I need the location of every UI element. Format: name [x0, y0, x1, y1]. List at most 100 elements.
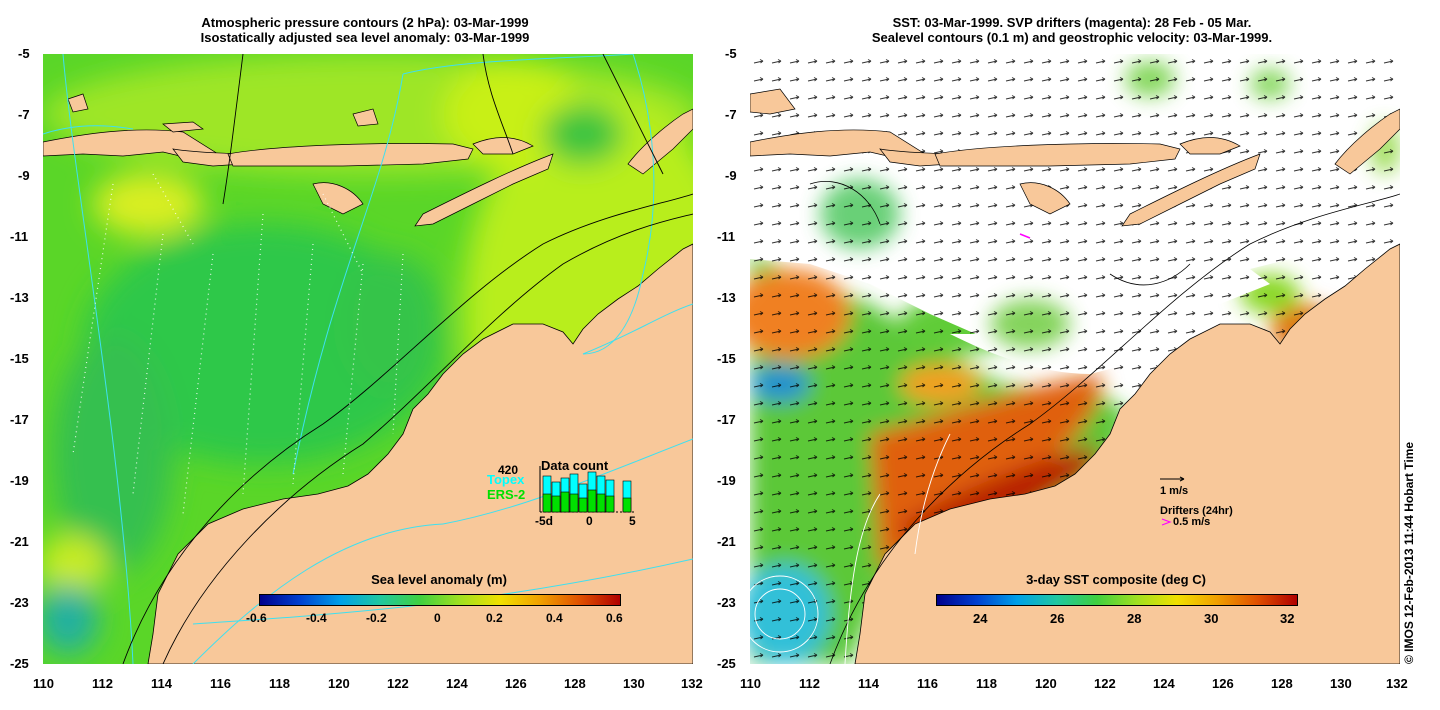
sla-colorbar-tick: 0.6 — [606, 611, 623, 625]
left-y-tick: -5 — [18, 46, 30, 61]
left-y-tick: -21 — [10, 534, 29, 549]
right-y-tick: -19 — [717, 473, 736, 488]
left-title-line1: Atmospheric pressure contours (2 hPa): 0… — [201, 15, 529, 30]
right-x-tick: 114 — [858, 676, 879, 691]
sea-level-map: Data count 420 Topex ERS-2 -5d 0 5 Sea l… — [43, 54, 693, 664]
right-y-tick: -13 — [717, 290, 736, 305]
left-x-tick: 130 — [623, 676, 645, 691]
left-y-tick: -9 — [18, 168, 30, 183]
left-y-tick: -7 — [18, 107, 30, 122]
sst-colorbar-tick: 30 — [1204, 611, 1219, 626]
right-x-tick: 132 — [1386, 676, 1408, 691]
data-count-bar — [605, 495, 615, 513]
sst-map: 1 m/s Drifters (24hr) 0.5 m/s 3-day SST … — [750, 54, 1400, 664]
data-count-bar — [596, 493, 606, 513]
sla-colorbar — [259, 594, 621, 606]
data-count-tick: -5d — [535, 514, 553, 528]
topex-label: Topex — [487, 472, 525, 487]
right-x-tick: 130 — [1330, 676, 1352, 691]
data-count-inset — [539, 466, 635, 513]
right-y-tick: -15 — [717, 351, 736, 366]
copyright-notice: © IMOS 12-Feb-2013 11:44 Hobart Time — [1402, 441, 1416, 664]
left-x-tick: 132 — [681, 676, 703, 691]
data-count-bar — [569, 493, 579, 513]
data-count-bar — [542, 493, 552, 513]
sla-colorbar-tick: 0 — [434, 611, 441, 625]
sla-track-dots — [72, 173, 404, 515]
sla-colorbar-label: Sea level anomaly (m) — [371, 572, 507, 587]
left-y-tick: -13 — [10, 290, 29, 305]
sst-colorbar-tick: 26 — [1050, 611, 1065, 626]
left-y-tick: -17 — [10, 412, 29, 427]
right-x-tick: 122 — [1094, 676, 1116, 691]
data-count-bar — [560, 491, 570, 513]
left-y-tick: -25 — [10, 656, 29, 671]
right-x-tick: 112 — [799, 676, 820, 691]
sla-pressure-contours — [122, 54, 693, 664]
sla-islands — [43, 93, 693, 227]
left-title-line2: Isostatically adjusted sea level anomaly… — [200, 30, 530, 45]
left-x-tick: 114 — [151, 676, 172, 691]
right-title: SST: 03-Mar-1999. SVP drifters (magenta)… — [747, 15, 1397, 45]
right-x-tick: 124 — [1153, 676, 1175, 691]
velocity-scale-label: 1 m/s — [1160, 485, 1189, 497]
right-x-tick: 126 — [1212, 676, 1234, 691]
data-count-bar — [578, 497, 588, 513]
left-y-tick: -23 — [10, 595, 29, 610]
right-y-tick: -21 — [717, 534, 736, 549]
drifters-label: Drifters (24hr) — [1160, 505, 1233, 517]
left-x-tick: 116 — [210, 676, 231, 691]
right-x-tick: 120 — [1035, 676, 1057, 691]
data-count-max: 420 — [498, 463, 519, 477]
sla-peak-anomaly — [93, 172, 203, 236]
sst-colorbar-tick: 24 — [973, 611, 988, 626]
sst-sealevel-contours — [809, 181, 1400, 664]
sst-white-contours — [750, 433, 951, 664]
sla-colorbar-tick: -0.6 — [246, 611, 267, 625]
sst-colorbar-tick: 32 — [1280, 611, 1295, 626]
sst-islands — [750, 88, 1400, 227]
left-title: Atmospheric pressure contours (2 hPa): 0… — [40, 15, 690, 45]
data-count-bar — [622, 497, 632, 513]
sla-colorbar-tick: -0.4 — [306, 611, 327, 625]
right-y-tick: -17 — [717, 412, 736, 427]
data-count-tick: 5 — [629, 514, 636, 528]
data-count-bar — [587, 489, 597, 513]
left-y-tick: -19 — [10, 473, 29, 488]
sla-local-high-southwest — [43, 534, 108, 594]
left-x-tick: 112 — [92, 676, 113, 691]
right-y-tick: -25 — [717, 656, 736, 671]
data-count-label: Data count — [541, 458, 609, 473]
sla-local-low-east — [543, 104, 623, 164]
left-y-tick: -11 — [10, 229, 29, 244]
right-y-tick: -23 — [717, 595, 736, 610]
drifter-speed-label: 0.5 m/s — [1173, 516, 1211, 528]
right-x-tick: 116 — [917, 676, 938, 691]
sla-colorbar-tick: -0.2 — [366, 611, 387, 625]
right-y-tick: -5 — [725, 46, 737, 61]
sst-colorbar — [936, 594, 1298, 606]
left-x-tick: 128 — [564, 676, 586, 691]
left-x-tick: 110 — [33, 676, 54, 691]
data-count-bar — [551, 495, 561, 513]
left-x-tick: 126 — [505, 676, 527, 691]
right-title-line2: Sealevel contours (0.1 m) and geostrophi… — [871, 30, 1273, 45]
sla-colorbar-tick: 0.4 — [546, 611, 563, 625]
left-x-tick: 118 — [269, 676, 290, 691]
right-x-tick: 118 — [976, 676, 997, 691]
svp-drifter-track — [1019, 233, 1031, 239]
sla-local-low-corner — [43, 584, 98, 654]
left-x-tick: 124 — [446, 676, 468, 691]
right-y-tick: -7 — [725, 107, 737, 122]
left-x-tick: 122 — [387, 676, 409, 691]
sla-low-anomaly-southwest — [53, 334, 173, 574]
sla-satellite-tracks — [43, 54, 693, 664]
sla-colorbar-tick: 0.2 — [486, 611, 503, 625]
right-title-line1: SST: 03-Mar-1999. SVP drifters (magenta)… — [892, 15, 1252, 30]
sla-low-anomaly-east — [343, 254, 443, 394]
left-x-tick: 120 — [328, 676, 350, 691]
right-x-tick: 110 — [740, 676, 761, 691]
data-count-tick: 0 — [586, 514, 593, 528]
right-y-tick: -11 — [717, 229, 736, 244]
sst-australia-landmass — [854, 243, 1400, 664]
